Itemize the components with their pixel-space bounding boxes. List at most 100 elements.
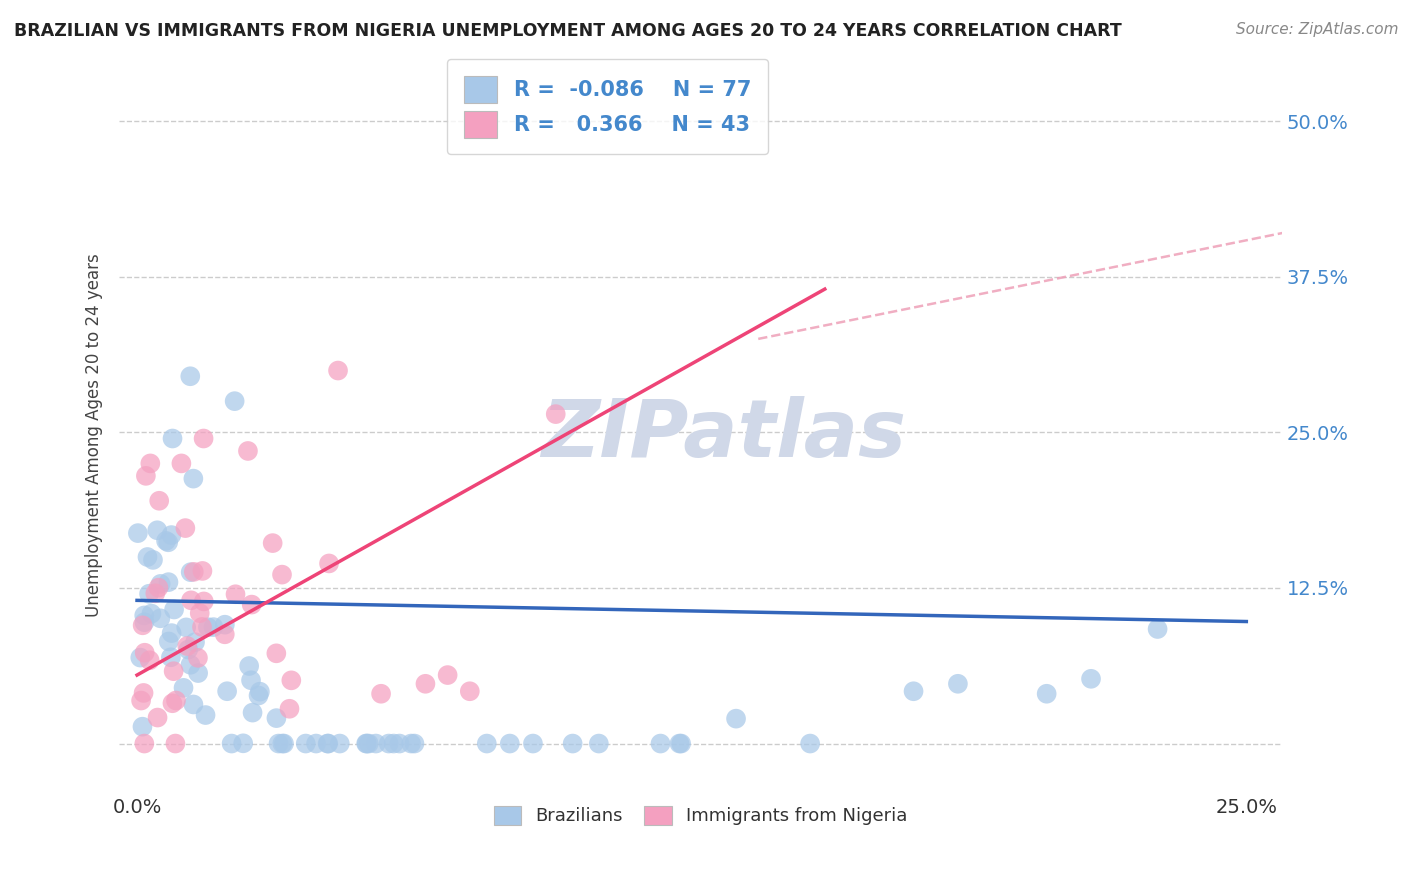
Point — [271, 567, 294, 582]
Point — [280, 673, 302, 688]
Point — [149, 577, 172, 591]
Point — [214, 627, 236, 641]
Point — [370, 687, 392, 701]
Point — [165, 737, 187, 751]
Point — [180, 565, 202, 579]
Point — [522, 737, 544, 751]
Point — [294, 737, 316, 751]
Point — [162, 432, 184, 446]
Point — [725, 712, 748, 726]
Point — [141, 607, 163, 621]
Point — [650, 737, 672, 751]
Point — [799, 737, 821, 751]
Point — [561, 737, 583, 751]
Point — [134, 608, 156, 623]
Point — [316, 737, 339, 751]
Point — [170, 457, 193, 471]
Point — [1080, 672, 1102, 686]
Point — [129, 650, 152, 665]
Point — [184, 635, 207, 649]
Point — [903, 684, 925, 698]
Point — [146, 523, 169, 537]
Point — [404, 737, 426, 751]
Point — [202, 620, 225, 634]
Point — [262, 536, 284, 550]
Point — [162, 696, 184, 710]
Point — [266, 646, 288, 660]
Point — [136, 549, 159, 564]
Point — [131, 618, 153, 632]
Point — [357, 737, 380, 751]
Point — [458, 684, 481, 698]
Point — [193, 432, 215, 446]
Point — [135, 468, 157, 483]
Point — [240, 598, 263, 612]
Point — [138, 587, 160, 601]
Text: Source: ZipAtlas.com: Source: ZipAtlas.com — [1236, 22, 1399, 37]
Point — [183, 472, 205, 486]
Point — [249, 684, 271, 698]
Point — [668, 737, 690, 751]
Point — [388, 737, 411, 751]
Point — [475, 737, 498, 751]
Point — [188, 606, 211, 620]
Point — [247, 689, 270, 703]
Point — [160, 650, 183, 665]
Point — [155, 533, 177, 548]
Point — [225, 587, 247, 601]
Point — [326, 363, 349, 377]
Text: BRAZILIAN VS IMMIGRANTS FROM NIGERIA UNEMPLOYMENT AMONG AGES 20 TO 24 YEARS CORR: BRAZILIAN VS IMMIGRANTS FROM NIGERIA UNE… — [14, 22, 1122, 40]
Point — [187, 650, 209, 665]
Point — [399, 737, 422, 751]
Point — [266, 711, 288, 725]
Point — [544, 407, 567, 421]
Point — [1146, 622, 1168, 636]
Point — [174, 620, 197, 634]
Point — [669, 737, 692, 751]
Point — [191, 564, 214, 578]
Point — [149, 611, 172, 625]
Point — [160, 626, 183, 640]
Point — [162, 664, 184, 678]
Point — [197, 620, 219, 634]
Point — [138, 653, 160, 667]
Point — [176, 639, 198, 653]
Point — [165, 693, 187, 707]
Point — [214, 617, 236, 632]
Point — [236, 444, 259, 458]
Point — [499, 737, 522, 751]
Point — [148, 581, 170, 595]
Point — [131, 720, 153, 734]
Point — [267, 737, 290, 751]
Point — [173, 681, 195, 695]
Point — [946, 677, 969, 691]
Point — [148, 493, 170, 508]
Point — [134, 615, 156, 630]
Point — [146, 710, 169, 724]
Point — [157, 575, 180, 590]
Point — [160, 528, 183, 542]
Point — [134, 737, 156, 751]
Legend: Brazilians, Immigrants from Nigeria: Brazilians, Immigrants from Nigeria — [485, 797, 917, 834]
Point — [179, 657, 201, 672]
Point — [318, 557, 340, 571]
Point — [271, 737, 294, 751]
Point — [129, 693, 152, 707]
Point — [273, 737, 295, 751]
Point — [364, 737, 387, 751]
Point — [142, 553, 165, 567]
Point — [242, 706, 264, 720]
Point — [588, 737, 610, 751]
Point — [193, 594, 215, 608]
Point — [415, 677, 437, 691]
Point — [240, 673, 263, 688]
Point — [278, 702, 301, 716]
Point — [382, 737, 405, 751]
Point — [157, 634, 180, 648]
Point — [174, 521, 197, 535]
Point — [356, 737, 378, 751]
Y-axis label: Unemployment Among Ages 20 to 24 years: Unemployment Among Ages 20 to 24 years — [86, 253, 103, 617]
Point — [139, 457, 162, 471]
Point — [183, 698, 205, 712]
Point — [191, 620, 214, 634]
